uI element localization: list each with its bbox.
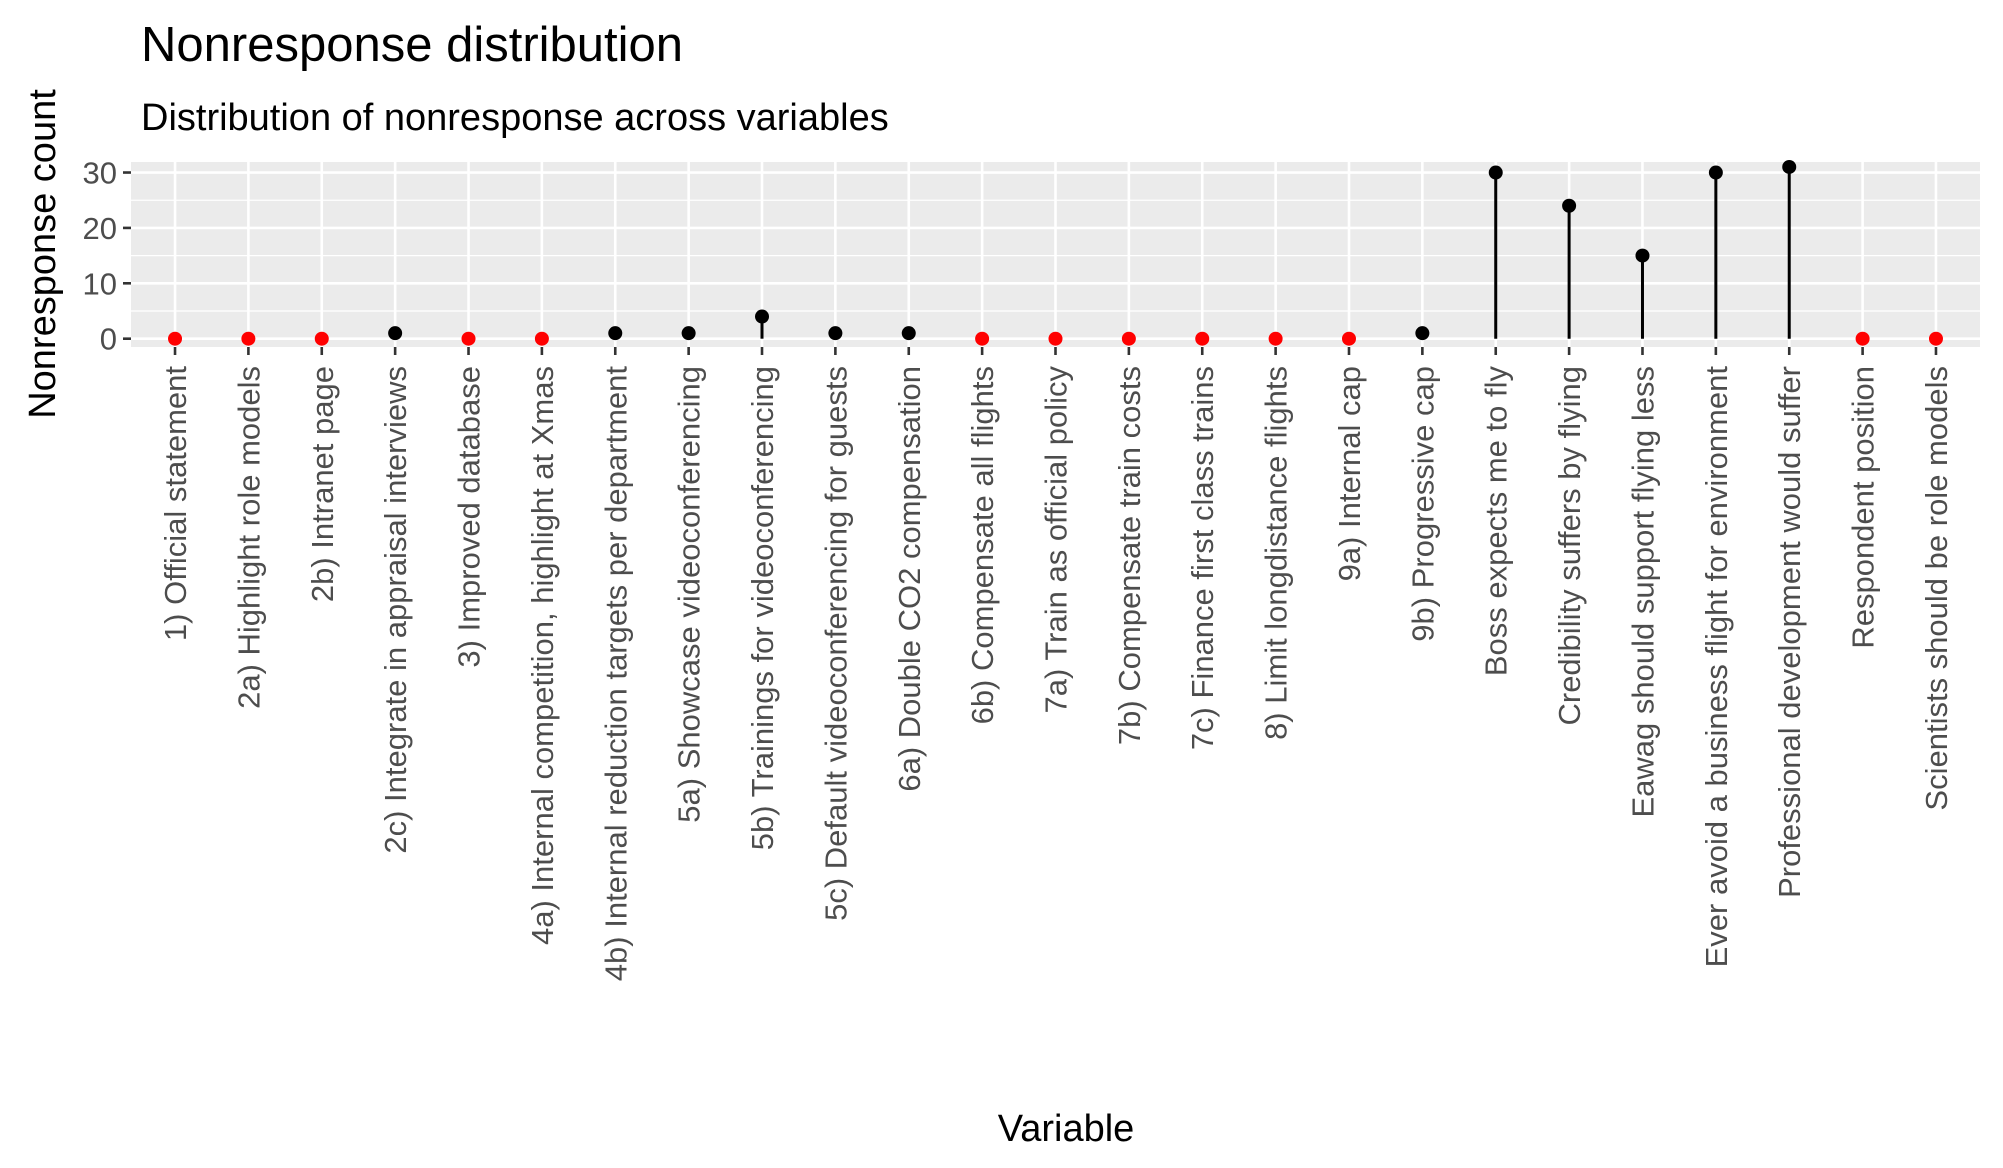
lollipop-point — [901, 326, 916, 341]
x-tick-label: 6a) Double CO2 compensation — [892, 366, 927, 792]
lollipop-point — [828, 326, 843, 341]
chart-title: Nonresponse distribution — [141, 18, 683, 72]
lollipop-point — [1341, 331, 1356, 346]
lollipop-point — [1121, 331, 1136, 346]
x-tick-label: Scientists should be role models — [1919, 366, 1954, 811]
lollipop-point — [755, 309, 770, 324]
lollipop-point — [388, 326, 403, 341]
y-axis: 0 10 20 30 — [83, 156, 131, 357]
lollipop-point — [608, 326, 623, 341]
lollipop-point — [1708, 165, 1723, 180]
lollipop-point — [241, 331, 256, 346]
lollipop-point — [314, 331, 329, 346]
lollipop-point — [534, 331, 549, 346]
lollipop-point — [1268, 331, 1283, 346]
lollipop-point — [168, 331, 183, 346]
lollipop-point — [1195, 331, 1210, 346]
x-tick-label: 4a) Internal competition, highlight at X… — [525, 366, 560, 945]
y-axis-title: Nonresponse count — [22, 89, 64, 419]
lollipop-point — [1635, 248, 1650, 263]
x-tick-label: 1) Official statement — [158, 366, 193, 641]
lollipop-point — [461, 331, 476, 346]
lollipop-points — [168, 159, 1943, 346]
x-tick-label: Professional development would suffer — [1772, 366, 1807, 898]
x-tick-label: 9b) Progressive cap — [1405, 366, 1440, 642]
y-tick-label: 10 — [83, 266, 117, 301]
lollipop-point — [1415, 326, 1430, 341]
y-tick-label: 0 — [100, 322, 117, 357]
x-tick-label: 5c) Default videoconferencing for guests — [818, 366, 853, 921]
x-tick-label: 7c) Finance first class trains — [1185, 366, 1220, 750]
x-tick-label: 9a) Internal cap — [1332, 366, 1367, 581]
x-axis-title: Variable — [998, 1108, 1135, 1150]
x-tick-label: 7a) Train as official policy — [1039, 366, 1074, 714]
lollipop-point — [1855, 331, 1870, 346]
x-tick-label: 5b) Trainings for videoconferencing — [745, 366, 780, 850]
lollipop-point — [1562, 198, 1577, 213]
x-tick-label: 8) Limit longdistance flights — [1259, 366, 1294, 740]
lollipop-point — [1928, 331, 1943, 346]
x-tick-label: 6b) Compensate all flights — [965, 366, 1000, 724]
x-tick-label: Ever avoid a business flight for environ… — [1699, 366, 1734, 968]
x-tick-label: 5a) Showcase videoconferencing — [672, 366, 707, 823]
x-tick-label: 2b) Intranet page — [305, 366, 340, 602]
x-tick-label: Credibility suffers by flying — [1552, 366, 1587, 726]
x-tick-label: Boss expects me to fly — [1479, 366, 1514, 677]
y-tick-label: 20 — [83, 211, 117, 246]
lollipop-point — [1048, 331, 1063, 346]
lollipop-point — [975, 331, 990, 346]
lollipop-point — [1488, 165, 1503, 180]
x-tick-label: 7b) Compensate train costs — [1112, 366, 1147, 745]
chart-subtitle: Distribution of nonresponse across varia… — [141, 97, 889, 139]
x-tick-label: 4b) Internal reduction targets per depar… — [598, 366, 633, 982]
x-tick-label: Eawag should support flying less — [1625, 366, 1660, 817]
x-axis: 1) Official statement 2a) Highlight role … — [158, 347, 1954, 981]
x-tick-label: Respondent position — [1846, 366, 1881, 649]
lollipop-point — [1782, 159, 1797, 174]
y-tick-label: 30 — [83, 156, 117, 191]
x-tick-label: 2c) Integrate in appraisal interviews — [378, 366, 413, 854]
grid-major — [131, 162, 1980, 347]
x-tick-label: 2a) Highlight role models — [231, 366, 266, 709]
lollipop-point — [681, 326, 696, 341]
x-tick-label: 3) Improved database — [452, 366, 487, 668]
